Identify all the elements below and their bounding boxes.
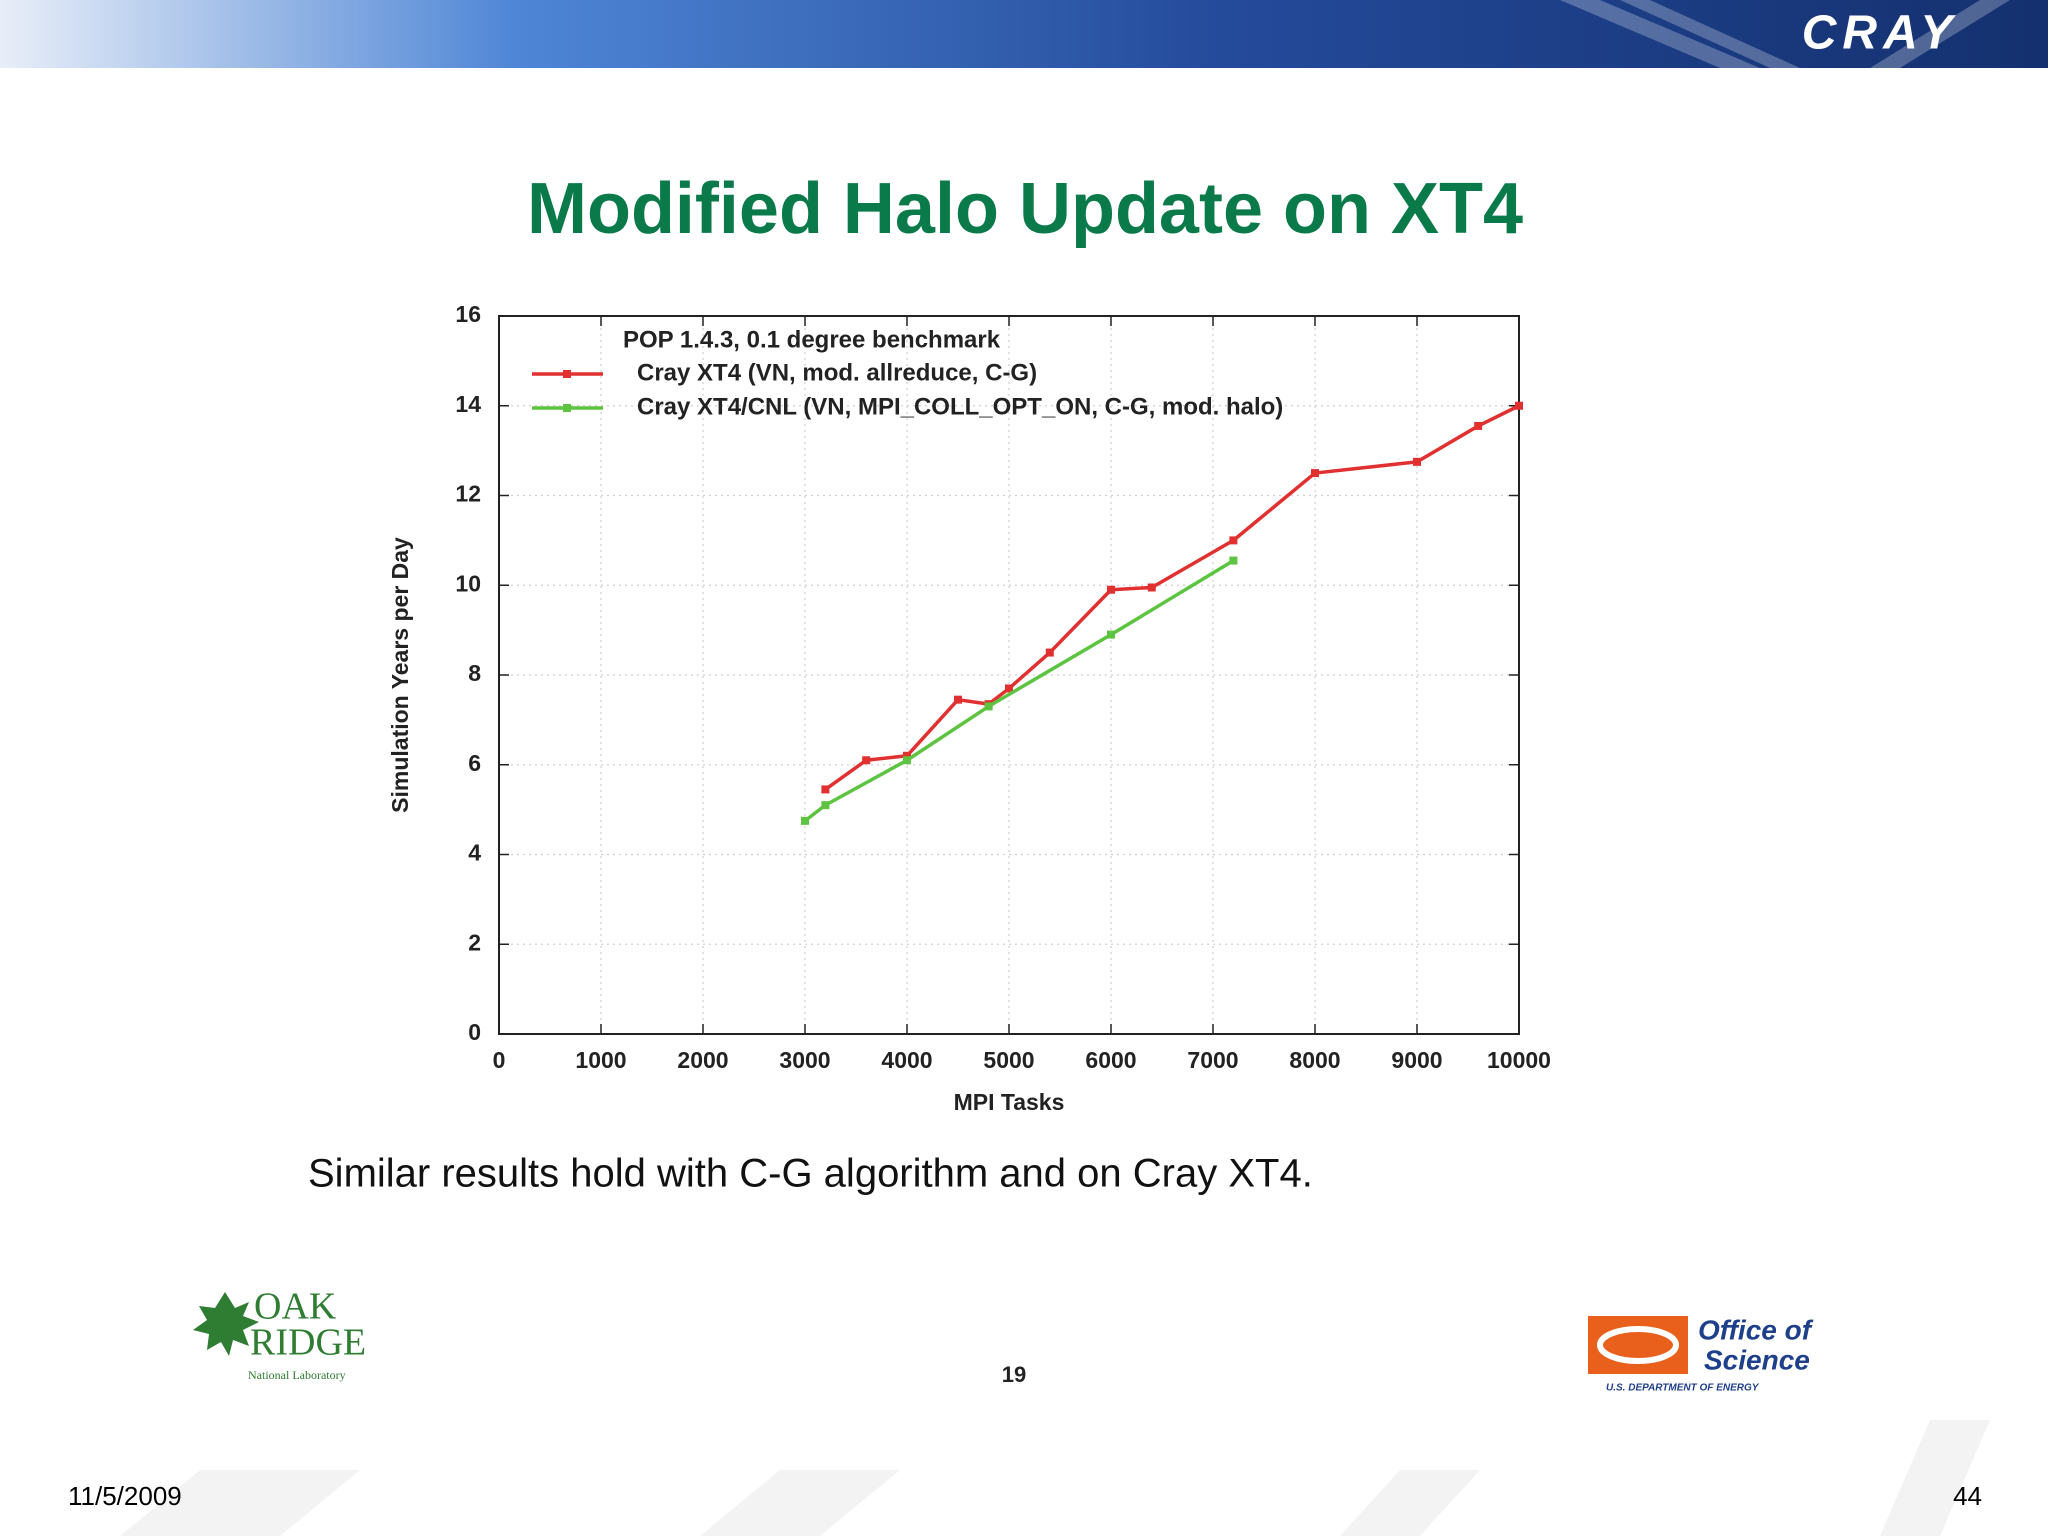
data-point — [821, 785, 830, 794]
logo-text: Office of — [1698, 1314, 1814, 1345]
legend-label: Cray XT4/CNL (VN, MPI_COLL_OPT_ON, C-G, … — [637, 393, 1283, 420]
data-point — [954, 695, 962, 704]
legend-label: Cray XT4 (VN, mod. allreduce, C-G) — [637, 359, 1037, 386]
footer-date: 11/5/2009 — [68, 1481, 182, 1511]
header-rays — [1560, 0, 2010, 68]
leaf-icon — [193, 1292, 259, 1356]
x-tick-label: 6000 — [1085, 1047, 1136, 1073]
footer-stripes — [120, 1420, 1990, 1536]
y-tick-label: 14 — [455, 391, 481, 417]
x-axis-label: MPI Tasks — [954, 1089, 1065, 1115]
x-tick-label: 0 — [493, 1047, 506, 1073]
data-point — [821, 801, 830, 810]
logo-block — [1588, 1316, 1688, 1374]
y-tick-label: 10 — [455, 570, 481, 596]
x-tick-label: 8000 — [1289, 1047, 1340, 1073]
x-tick-label: 10000 — [1487, 1047, 1551, 1073]
data-point — [1045, 648, 1054, 657]
y-tick-label: 4 — [468, 840, 481, 866]
data-point — [1311, 469, 1319, 478]
x-tick-label: 2000 — [677, 1047, 728, 1073]
data-point — [1413, 457, 1421, 466]
y-tick-label: 6 — [468, 750, 481, 776]
y-axis-label: Simulation Years per Day — [387, 537, 413, 813]
legend-swatch-marker — [563, 370, 571, 378]
data-point — [1107, 630, 1115, 639]
slide-title: Modified Halo Update on XT4 — [527, 169, 1523, 249]
x-tick-label: 1000 — [575, 1047, 626, 1073]
header-logo: CRAY — [1802, 7, 1958, 60]
header-band — [0, 0, 2048, 68]
office-of-science-logo: Office of Science U.S. DEPARTMENT OF ENE… — [1588, 1314, 1814, 1394]
x-tick-label: 4000 — [881, 1047, 932, 1073]
data-point — [1147, 583, 1156, 592]
logo-text: Science — [1704, 1344, 1810, 1375]
series-line — [803, 559, 1235, 823]
logo-text: U.S. DEPARTMENT OF ENERGY — [1606, 1383, 1760, 1394]
x-tick-label: 3000 — [779, 1047, 830, 1073]
data-point — [1474, 421, 1483, 430]
series-line — [824, 404, 1520, 791]
data-point — [903, 751, 911, 760]
y-tick-label: 2 — [468, 929, 481, 955]
data-point — [1005, 684, 1013, 693]
x-tick-label: 9000 — [1391, 1047, 1442, 1073]
plot-frame — [498, 315, 1520, 1035]
oak-ridge-logo: OAK RIDGE National Laboratory — [193, 1286, 366, 1382]
y-tick-label: 8 — [468, 660, 481, 686]
inner-page-number: 19 — [1002, 1362, 1026, 1387]
data-point — [1515, 401, 1523, 410]
legend-swatch-marker — [563, 404, 571, 412]
data-point — [862, 756, 871, 765]
chart: 0 2 4 6 8 10 12 14 16 0 1000 2000 3000 4000 5000 6000 70… — [387, 301, 1551, 1115]
x-tick-label: 5000 — [983, 1047, 1034, 1073]
caption: Similar results hold with C-G algorithm … — [308, 1152, 1313, 1196]
data-point — [1229, 556, 1238, 565]
logo-text: National Laboratory — [248, 1368, 346, 1382]
y-tick-label: 16 — [455, 301, 481, 327]
logo-text: RIDGE — [250, 1322, 366, 1364]
y-tick-label: 12 — [455, 481, 481, 507]
data-point — [1229, 536, 1238, 545]
data-point — [801, 816, 809, 825]
data-point — [903, 756, 911, 765]
logo-text: OAK — [254, 1286, 337, 1328]
legend-title: POP 1.4.3, 0.1 degree benchmark — [623, 326, 1001, 353]
logo-swirl — [1597, 1326, 1679, 1364]
footer-page: 44 — [1953, 1481, 1982, 1511]
data-point — [1107, 585, 1115, 594]
data-point — [984, 702, 993, 711]
x-tick-label: 7000 — [1187, 1047, 1238, 1073]
y-tick-label: 0 — [468, 1019, 481, 1045]
